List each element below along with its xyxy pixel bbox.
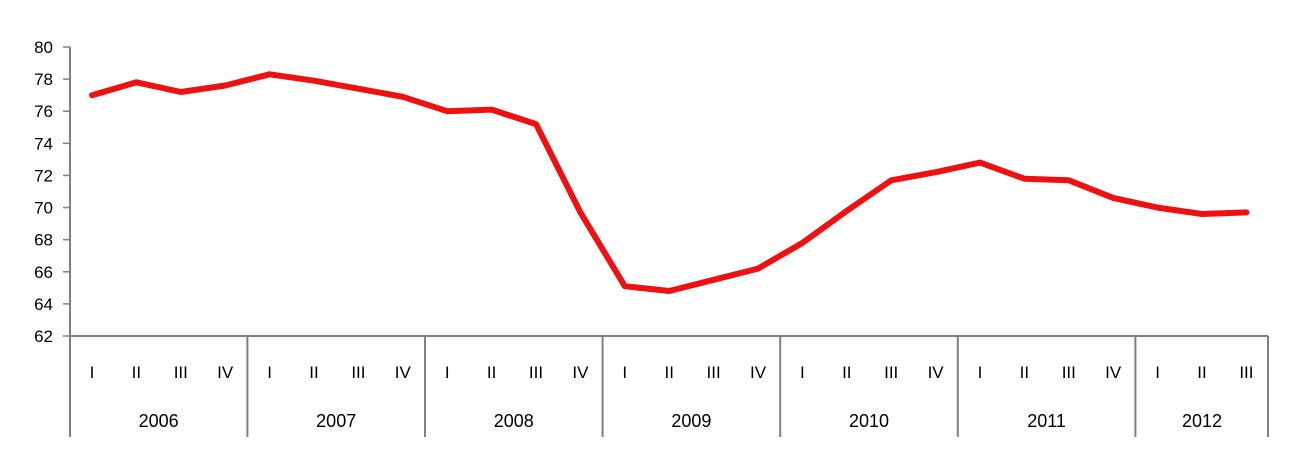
y-tick-label: 72 xyxy=(34,166,53,185)
x-year-label: 2007 xyxy=(316,411,356,431)
x-quarter-label: III xyxy=(884,363,898,382)
x-year-label: 2008 xyxy=(494,411,534,431)
x-quarter-label: II xyxy=(1020,363,1029,382)
y-tick-label: 66 xyxy=(34,263,53,282)
x-quarter-label: I xyxy=(1155,363,1160,382)
x-quarter-label: IV xyxy=(572,363,589,382)
y-tick-label: 74 xyxy=(34,134,53,153)
x-quarter-label: II xyxy=(664,363,673,382)
x-quarter-label: IV xyxy=(750,363,767,382)
y-tick-label: 68 xyxy=(34,231,53,250)
x-quarter-label: I xyxy=(800,363,805,382)
series-line xyxy=(89,71,1250,294)
x-quarter-label: IV xyxy=(928,363,945,382)
x-quarter-label: IV xyxy=(1105,363,1122,382)
x-quarter-label: III xyxy=(1239,363,1253,382)
x-quarter-label: II xyxy=(487,363,496,382)
x-year-label: 2006 xyxy=(139,411,179,431)
y-tick-label: 78 xyxy=(34,70,53,89)
y-tick-label: 76 xyxy=(34,102,53,121)
x-year-label: 2011 xyxy=(1027,411,1066,431)
y-tick-label: 62 xyxy=(34,327,53,346)
y-tick-label: 64 xyxy=(34,295,53,314)
x-quarter-label: I xyxy=(90,363,95,382)
x-quarter-label: I xyxy=(267,363,272,382)
x-year-label: 2010 xyxy=(849,411,889,431)
y-tick-label: 70 xyxy=(34,199,53,218)
x-quarter-label: III xyxy=(529,363,543,382)
x-quarter-label: I xyxy=(445,363,450,382)
x-year-label: 2009 xyxy=(671,411,711,431)
x-quarter-label: III xyxy=(707,363,721,382)
x-quarter-label: III xyxy=(351,363,365,382)
y-axis: 62 64 66 68 70 72 74 76 78 80 xyxy=(34,38,71,437)
x-year-label: 2012 xyxy=(1182,411,1222,431)
y-tick-label: 80 xyxy=(34,38,53,57)
x-quarter-label: III xyxy=(174,363,188,382)
series-layer xyxy=(89,71,1250,294)
x-quarter-label: II xyxy=(1197,363,1206,382)
x-quarter-label: III xyxy=(1062,363,1076,382)
x-quarter-label: II xyxy=(309,363,318,382)
x-quarter-label: II xyxy=(132,363,141,382)
x-quarter-label: IV xyxy=(395,363,412,382)
x-quarter-label: II xyxy=(842,363,851,382)
x-quarter-label: I xyxy=(622,363,627,382)
x-quarter-label: I xyxy=(978,363,983,382)
x-quarter-label: IV xyxy=(217,363,234,382)
